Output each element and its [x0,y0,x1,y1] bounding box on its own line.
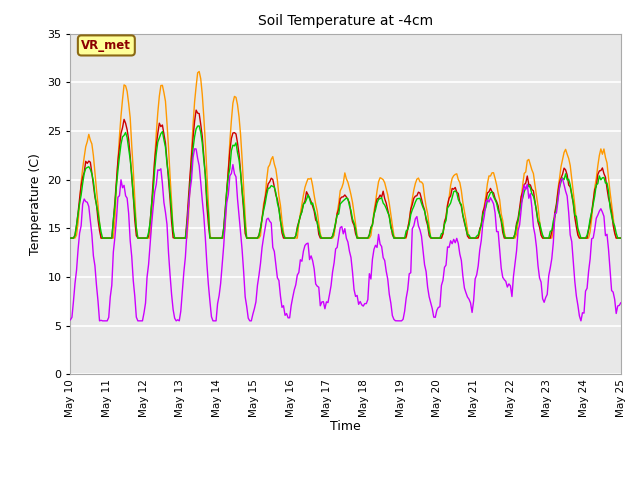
Text: VR_met: VR_met [81,39,131,52]
Legend: Tair, Tsoil set 1, Tsoil set 2, Tsoil set 3: Tair, Tsoil set 1, Tsoil set 2, Tsoil se… [161,476,531,480]
Y-axis label: Temperature (C): Temperature (C) [29,153,42,255]
X-axis label: Time: Time [330,420,361,433]
Title: Soil Temperature at -4cm: Soil Temperature at -4cm [258,14,433,28]
